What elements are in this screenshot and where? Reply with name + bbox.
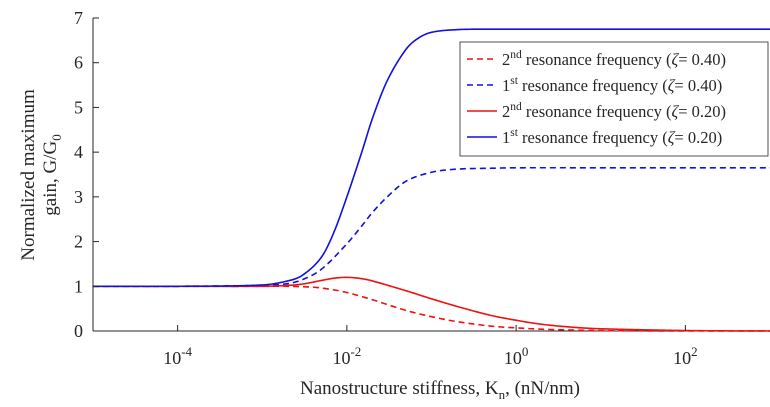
series-line-4	[93, 28, 770, 288]
legend-label-ordinal: nd	[510, 101, 522, 113]
legend-label-zeta: ζ	[668, 128, 676, 147]
legend-box	[459, 41, 769, 157]
legend-label: 1st resonance frequency (ζ= 0.20)	[502, 127, 722, 147]
x-tick-label: 102	[673, 344, 698, 368]
series-line-3	[93, 276, 770, 332]
legend: 2nd resonance frequency (ζ= 0.40)1st res…	[459, 41, 769, 157]
series-line-1	[93, 285, 770, 332]
x-axis-label-post: , (nN/nm)	[505, 378, 580, 399]
legend-label-ordinal: nd	[510, 49, 522, 61]
legend-label: 2nd resonance frequency (ζ= 0.40)	[502, 49, 726, 69]
legend-label-number: 1	[502, 76, 510, 95]
y-tick-label: 0	[74, 321, 83, 341]
legend-label: 2nd resonance frequency (ζ= 0.20)	[502, 101, 726, 121]
x-tick-label-exp: -2	[350, 344, 361, 359]
legend-label-zeta: ζ	[668, 76, 676, 95]
legend-label-ordinal: st	[510, 75, 518, 87]
x-tick-label: 10-4	[163, 344, 192, 368]
y-tick-label: 5	[74, 97, 83, 117]
y-axis-label-line1: Normalized maximum	[18, 89, 39, 261]
x-tick-label-base: 10	[504, 348, 522, 368]
y-axis-label: Normalized maximum gain, G/G0	[18, 89, 64, 261]
legend-label-text: resonance frequency (	[522, 50, 672, 69]
y-tick-label: 7	[74, 8, 83, 28]
x-tick-label-base: 10	[163, 348, 181, 368]
x-tick-label-exp: 2	[691, 344, 698, 359]
legend-label-value: = 0.40)	[678, 50, 726, 69]
x-tick-label-base: 10	[673, 348, 691, 368]
x-axis-label-pre: Nanostructure stiffness, K	[300, 378, 499, 399]
y-tick-label: 4	[74, 142, 83, 162]
legend-label-text: resonance frequency (	[518, 76, 668, 95]
x-tick-label: 100	[504, 344, 529, 368]
legend-label-zeta: ζ	[672, 50, 680, 69]
x-axis-label: Nanostructure stiffness, Kn, (nN/nm)	[300, 378, 580, 402]
legend-label-ordinal: st	[510, 127, 518, 139]
x-axis-label-sub: n	[499, 387, 506, 402]
y-tick-label: 3	[74, 187, 83, 207]
legend-label-zeta: ζ	[672, 102, 680, 121]
legend-label-value: = 0.20)	[678, 102, 726, 121]
legend-label-number: 1	[502, 128, 510, 147]
x-tick-label-exp: -4	[181, 344, 192, 359]
x-tick-label: 10-2	[332, 344, 361, 368]
y-tick-label: 2	[74, 232, 83, 252]
legend-label: 1st resonance frequency (ζ= 0.40)	[502, 75, 722, 95]
y-tick-label: 6	[74, 53, 83, 73]
legend-label-number: 2	[502, 50, 510, 69]
y-tick-label: 1	[74, 276, 83, 296]
legend-label-value: = 0.20)	[674, 128, 722, 147]
legend-label-number: 2	[502, 102, 510, 121]
series-layer	[93, 28, 770, 332]
legend-label-text: resonance frequency (	[518, 128, 668, 147]
legend-entries: 2nd resonance frequency (ζ= 0.40)1st res…	[467, 49, 726, 147]
x-tick-label-base: 10	[332, 348, 350, 368]
y-axis-label-line2: gain, G/G0	[40, 134, 64, 215]
legend-label-text: resonance frequency (	[522, 102, 672, 121]
legend-label-value: = 0.40)	[674, 76, 722, 95]
x-tick-label-exp: 0	[522, 344, 529, 359]
svg-text:Nanostructure stiffness, Kn, (: Nanostructure stiffness, Kn, (nN/nm)	[300, 378, 580, 402]
series-line-2	[93, 166, 770, 288]
